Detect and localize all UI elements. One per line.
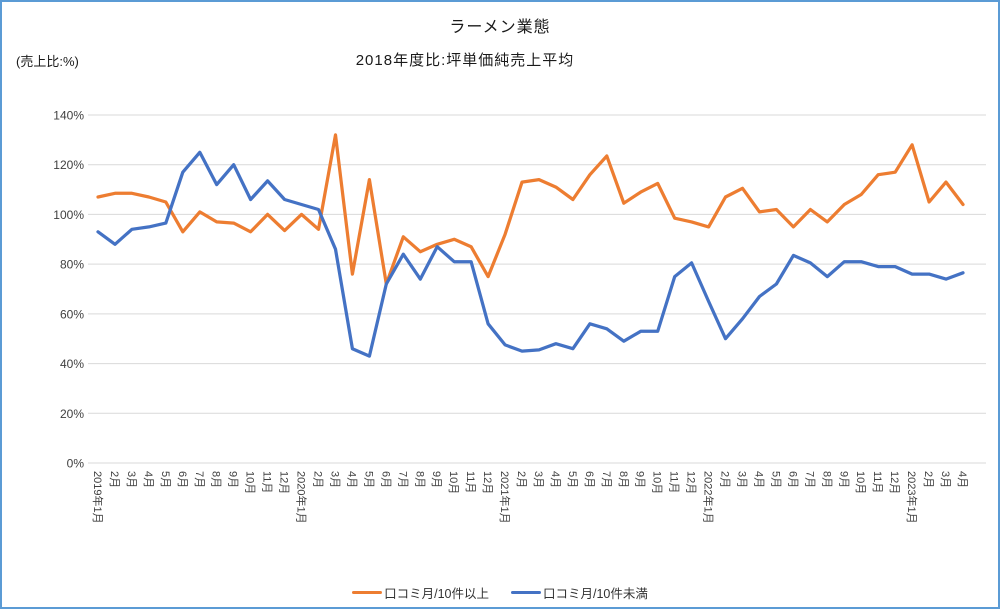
x-tick-label: 2月: [108, 471, 120, 488]
x-tick-label: 5月: [362, 471, 374, 488]
chart-legend: 口コミ月/10件以上 口コミ月/10件未満: [0, 583, 1000, 602]
x-tick-label: 3月: [939, 471, 951, 488]
y-tick-label: 120%: [53, 158, 84, 172]
x-tick-label: 9月: [837, 471, 849, 488]
chart-subtitle: 2018年度比:坪単価純売上平均: [355, 52, 575, 69]
y-tick-label: 20%: [60, 407, 84, 421]
x-tick-label: 7月: [396, 471, 408, 488]
x-tick-label: 12月: [888, 471, 900, 494]
chart-title: ラーメン業態: [449, 19, 551, 36]
x-tick-label: 4月: [753, 471, 765, 488]
x-tick-label: 9月: [430, 471, 442, 488]
x-tick-label: 6月: [786, 471, 798, 488]
x-tick-label: 11月: [261, 471, 273, 493]
x-tick-label: 2023年1月: [905, 471, 919, 524]
x-tick-label: 10月: [447, 471, 459, 494]
x-tick-label: 10月: [244, 471, 256, 494]
x-tick-label: 11月: [668, 471, 680, 493]
x-tick-label: 3月: [125, 471, 137, 488]
y-tick-label: 80%: [60, 258, 84, 272]
x-tick-label: 7月: [600, 471, 612, 488]
x-tick-label: 6月: [583, 471, 595, 488]
y-tick-label: 140%: [53, 109, 84, 123]
x-tick-label: 10月: [854, 471, 866, 494]
x-tick-label: 8月: [413, 471, 425, 488]
x-tick-label: 5月: [159, 471, 171, 488]
x-tick-label: 3月: [532, 471, 544, 488]
y-tick-label: 0%: [67, 457, 85, 471]
x-tick-label: 3月: [329, 471, 341, 488]
x-tick-label: 8月: [210, 471, 222, 488]
blue-line-swatch-icon: [511, 590, 541, 595]
x-tick-label: 2022年1月: [702, 471, 716, 524]
orange-line-swatch-icon: [352, 590, 383, 595]
x-tick-label: 2021年1月: [498, 471, 512, 524]
x-tick-label: 7月: [193, 471, 205, 488]
x-tick-label: 2月: [312, 471, 324, 488]
x-tick-label: 4月: [549, 471, 561, 488]
x-tick-label: 12月: [278, 471, 290, 494]
x-tick-label: 4月: [956, 471, 968, 488]
series-line-0: [96, 133, 965, 286]
x-tick-label: 10月: [651, 471, 663, 494]
x-tick-label: 8月: [617, 471, 629, 488]
y-tick-label: 40%: [60, 357, 84, 371]
legend-item-less-than-10: 口コミ月/10件未満: [511, 583, 648, 602]
x-tick-label: 4月: [345, 471, 357, 488]
x-tick-label: 12月: [685, 471, 697, 494]
x-tick-label: 8月: [820, 471, 832, 488]
x-tick-label: 5月: [566, 471, 578, 488]
x-tick-label: 12月: [481, 471, 493, 494]
x-tick-label: 6月: [379, 471, 391, 488]
y-tick-label: 60%: [60, 307, 84, 321]
x-tick-label: 2月: [922, 471, 934, 488]
x-tick-label: 3月: [736, 471, 748, 488]
x-tick-label: 2020年1月: [295, 471, 309, 524]
legend-item-10-or-more: 口コミ月/10件以上: [352, 583, 489, 602]
x-tick-label: 2月: [515, 471, 527, 488]
x-tick-label: 9月: [634, 471, 646, 488]
y-axis-unit-label: (売上比:%): [16, 54, 79, 69]
legend-label: 口コミ月/10件未満: [543, 587, 648, 601]
x-tick-label: 11月: [871, 471, 883, 493]
x-tick-label: 6月: [176, 471, 188, 488]
x-tick-label: 9月: [227, 471, 239, 488]
x-tick-label: 11月: [464, 471, 476, 493]
legend-label: 口コミ月/10件以上: [384, 587, 489, 601]
x-tick-label: 2019年1月: [91, 471, 105, 524]
x-tick-label: 5月: [769, 471, 781, 488]
series-line-1: [96, 150, 965, 358]
x-tick-label: 7月: [803, 471, 815, 488]
y-tick-label: 100%: [53, 208, 84, 222]
x-tick-label: 4月: [142, 471, 154, 488]
x-tick-label: 2月: [719, 471, 731, 488]
